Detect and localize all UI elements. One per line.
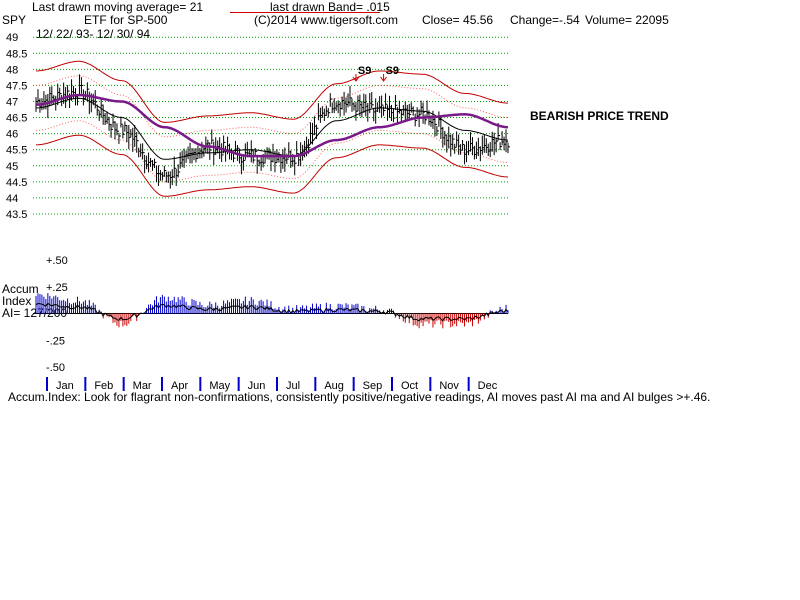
month-tick [46, 377, 48, 391]
price-tick-label: 45 [6, 161, 18, 173]
month-tick [314, 377, 317, 391]
accum-tick-label: -.50 [46, 362, 65, 374]
month-tick [391, 377, 393, 391]
month-tick [429, 377, 432, 391]
lower-outer-band [35, 134, 509, 197]
upper-inner-band [36, 75, 509, 138]
price-tick-label: 44 [6, 193, 18, 205]
chart-area: 49 48.5 48 47.5 47 46.5 46 45.5 45 44.5 44 43.5 Jan F… [6, 32, 510, 392]
ma-label: Last drawn moving average= 21 [32, 0, 204, 14]
description: ETF for SP-500 [84, 13, 168, 27]
band-label: last drawn Band= .015 [270, 0, 390, 14]
price-tick-label: 48.5 [6, 48, 27, 60]
month-tick-label: Aug [324, 380, 344, 392]
price-tick-label: 46 [6, 129, 18, 141]
month-tick-label: Jan [56, 380, 74, 392]
price-tick-label: 45.5 [6, 145, 27, 157]
price-tick-label: 48 [6, 64, 18, 76]
month-tick-label: Apr [171, 380, 188, 392]
price-tick-label: 43.5 [6, 209, 27, 221]
month-tick [276, 377, 278, 391]
accum-title-1: Accum [2, 282, 39, 296]
accum-tick-label: +.50 [46, 255, 68, 267]
month-tick [84, 377, 87, 391]
month-tick-label: Feb [94, 380, 113, 392]
change-value: Change=-.54 [510, 13, 580, 27]
accum-tick-label: -.25 [46, 335, 65, 347]
price-tick-label: 49 [6, 32, 18, 44]
upper-outer-band [35, 60, 509, 123]
accum-title-2: Index [2, 294, 32, 308]
month-tick-label: May [209, 380, 230, 392]
price-tick-label: 47.5 [6, 80, 27, 92]
month-tick [161, 377, 163, 391]
accum-tick-label: +.25 [46, 282, 68, 294]
month-tick-label: Dec [478, 380, 498, 392]
month-tick-label: Jun [248, 380, 266, 392]
copyright: (C)2014 www.tigersoft.com [254, 13, 399, 27]
signal-arrow [352, 74, 360, 82]
trend-label: BEARISH PRICE TREND [530, 109, 669, 123]
month-tick [122, 377, 125, 391]
month-tick-label: Sep [363, 380, 383, 392]
month-tick [467, 377, 470, 391]
month-tick [352, 377, 355, 391]
signal-arrow [380, 74, 387, 82]
month-tick-label: Jul [286, 380, 300, 392]
close-value: Close= 45.56 [422, 13, 494, 27]
band-legend-line [230, 12, 380, 13]
accum-ma-line [35, 302, 509, 322]
signal-label: S9 [386, 65, 399, 77]
ma21-line [36, 97, 509, 160]
month-tick-label: Oct [401, 380, 418, 392]
volume-value: Volume= 22095 [585, 13, 669, 27]
price-tick-label: 47 [6, 96, 18, 108]
price-tick-label: 44.5 [6, 177, 27, 189]
date-range: 12/ 22/ 93- 12/ 30/ 94 [36, 27, 151, 41]
month-tick-label: Mar [133, 380, 152, 392]
footer-note: Accum.Index: Look for flagrant non-confi… [8, 390, 711, 404]
month-tick-label: Nov [439, 380, 459, 392]
price-tick-label: 46.5 [6, 113, 27, 125]
month-tick [199, 377, 202, 391]
ma50-line [35, 93, 509, 158]
signal-label: S9 [358, 65, 371, 77]
month-tick [237, 377, 240, 391]
ticker: SPY [2, 13, 27, 27]
